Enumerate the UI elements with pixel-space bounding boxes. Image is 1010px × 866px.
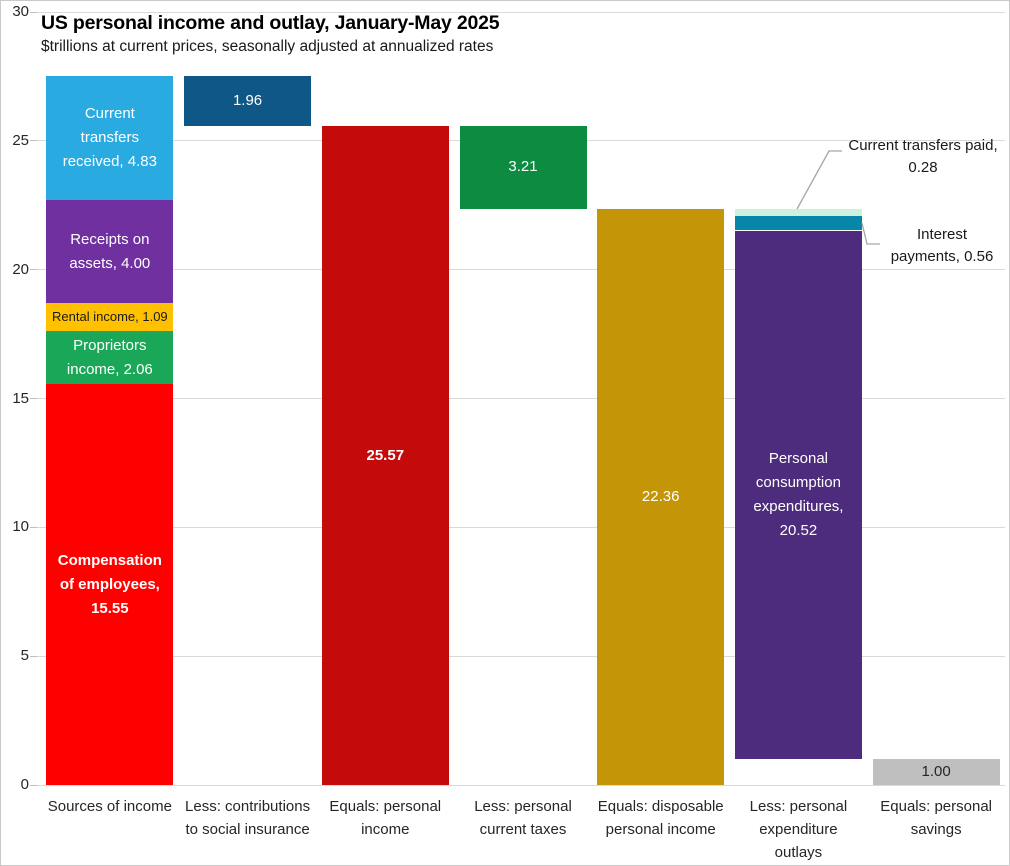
bar-segment-interest-payments [734, 216, 862, 231]
bar-segment-receipts-on-assets: Receipts on assets, 4.00 [46, 200, 174, 304]
chart-subtitle: $trillions at current prices, seasonally… [41, 38, 494, 55]
bar-segment-proprietors-income: Proprietors income, 2.06 [46, 331, 174, 385]
gridline-y-15 [37, 398, 1005, 399]
y-axis-tick-label: 30 [12, 3, 29, 20]
current-transfers-paid-callout-leader-line [796, 150, 842, 210]
bar-segment-compensation-of-employees: Compensation of employees, 15.55 [46, 384, 174, 785]
bar-segment-current-transfers-received: Current transfers received, 4.83 [46, 75, 174, 201]
y-axis-tick-mark [30, 655, 37, 657]
bar-segment-rental-income: Rental income, 1.09 [46, 303, 174, 332]
interest-payments-callout: Interest payments, 0.56 [890, 226, 994, 265]
bar-segment-contributions-to-social-insurance: 1.96 [184, 75, 312, 127]
bar-segment-disposable-personal-income: 22.36 [597, 208, 725, 785]
interest-payments-callout-leader-line [861, 222, 880, 245]
y-axis-tick-mark [30, 526, 37, 528]
bar-segment-personal-current-taxes: 3.21 [459, 126, 587, 209]
bar-segment-current-transfers-paid [734, 208, 862, 217]
gridline-y-10 [37, 526, 1005, 528]
gridline-y-5 [37, 655, 1005, 657]
chart-title: US personal income and outlay, January-M… [41, 12, 500, 34]
x-axis-category-label: Sources of income [47, 798, 172, 815]
y-axis-tick-mark [30, 140, 37, 142]
bar-segment-personal-consumption-expenditures: Personal consumption expenditures, 20.52 [734, 230, 862, 760]
y-axis-tick-label: 5 [20, 647, 29, 665]
gridline-y-20 [37, 269, 1005, 271]
y-axis-tick-mark [30, 784, 37, 786]
y-axis-tick-label: 20 [12, 260, 29, 278]
x-axis-category-label: Equals: disposable personal income [597, 798, 724, 838]
bar-segment-personal-income: 25.57 [321, 126, 449, 785]
y-axis-tick-mark [30, 269, 37, 271]
gridline-y-0 [37, 784, 1005, 786]
bar-segment-personal-savings: 1.00 [872, 759, 1000, 785]
y-axis-tick-mark [30, 398, 37, 399]
x-axis-category-label: Less: contributions to social insurance [185, 798, 311, 838]
current-transfers-paid-callout: Current transfers paid, 0.28 [848, 137, 998, 176]
x-axis-category-label: Less: personal current taxes [474, 798, 572, 838]
y-axis-tick-label: 10 [12, 518, 29, 536]
y-axis-tick-label: 25 [12, 131, 29, 149]
gridline-y-30 [37, 11, 1005, 13]
y-axis-tick-label: 15 [12, 389, 29, 407]
x-axis-category-label: Less: personal expenditure outlays [749, 798, 848, 861]
y-axis-tick-label: 0 [20, 776, 29, 793]
x-axis-category-label: Equals: personal income [329, 798, 442, 838]
y-axis-tick-mark [30, 11, 37, 13]
x-axis-category-label: Equals: personal savings [880, 798, 993, 838]
